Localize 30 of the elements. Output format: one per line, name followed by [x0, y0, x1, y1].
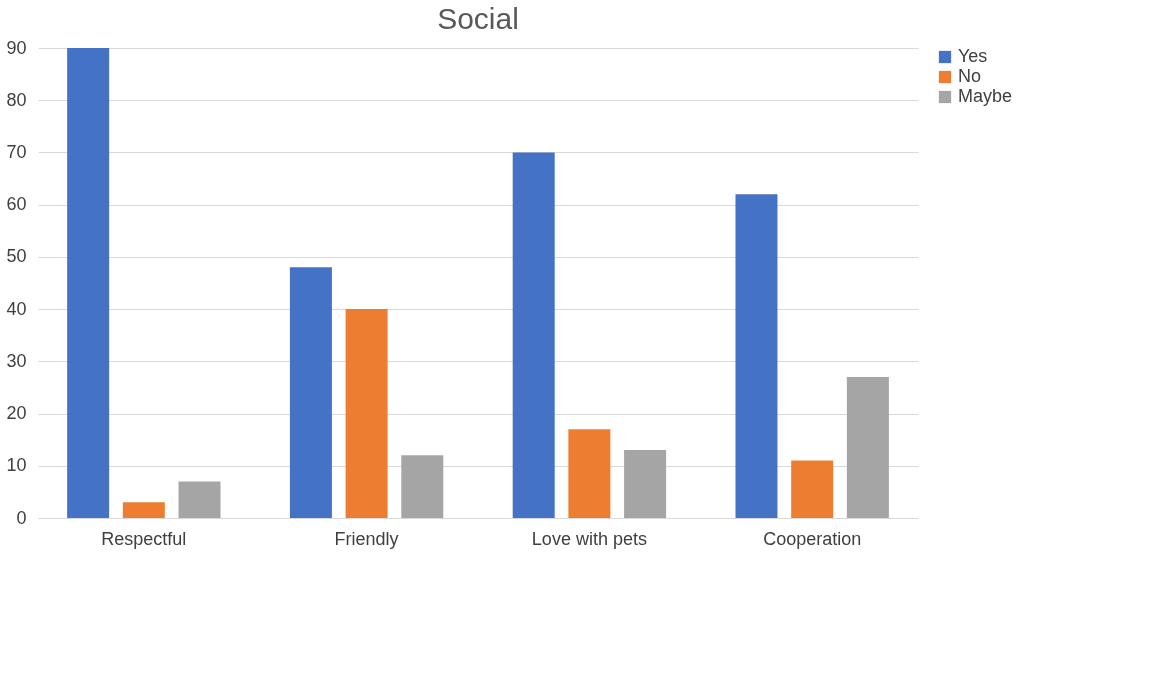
legend-label: Yes	[958, 46, 988, 66]
x-tick-label: Respectful	[101, 528, 187, 549]
bar	[289, 267, 332, 518]
legend-label: No	[958, 66, 982, 86]
y-tick-label: 40	[6, 298, 27, 319]
bar	[735, 194, 778, 518]
bar	[624, 450, 667, 518]
y-tick-label: 0	[16, 507, 27, 528]
y-tick-label: 60	[6, 194, 27, 215]
y-tick-label: 20	[6, 403, 27, 424]
chart-title: Social	[437, 2, 519, 35]
y-tick-label: 50	[6, 246, 27, 267]
bar	[178, 481, 221, 518]
bar	[122, 502, 165, 518]
y-tick-label: 30	[6, 350, 27, 371]
y-tick-label: 90	[6, 37, 27, 58]
bar	[401, 455, 444, 518]
x-tick-label: Friendly	[334, 528, 399, 549]
bar	[791, 460, 834, 518]
bar	[846, 377, 889, 518]
y-tick-label: 70	[6, 141, 27, 162]
x-tick-label: Love with pets	[531, 528, 647, 549]
bar	[345, 309, 388, 518]
bar	[568, 429, 611, 518]
bar	[512, 152, 555, 518]
x-tick-label: Cooperation	[763, 528, 862, 549]
y-tick-label: 10	[6, 455, 27, 476]
legend-label: Maybe	[958, 86, 1013, 106]
bar	[67, 48, 110, 518]
y-tick-label: 80	[6, 89, 27, 110]
